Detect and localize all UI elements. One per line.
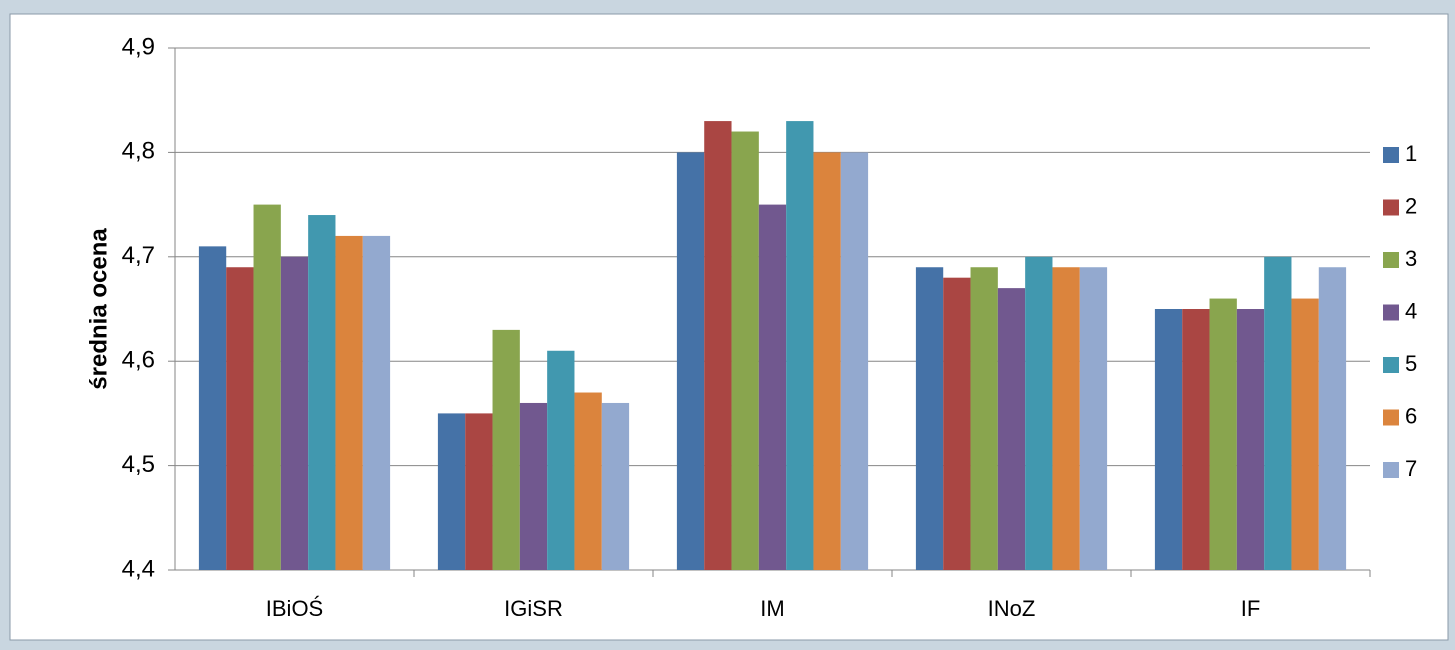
bar [943, 277, 971, 570]
y-tick-label: 4,5 [122, 451, 155, 478]
x-tick-label: IM [760, 596, 784, 621]
bar [574, 392, 602, 570]
bar [253, 204, 281, 570]
legend-label: 7 [1405, 456, 1417, 481]
legend-label: 4 [1405, 298, 1417, 323]
y-tick-label: 4,7 [122, 242, 155, 269]
bar [1025, 256, 1053, 570]
bar [731, 131, 759, 570]
bar [1052, 267, 1080, 570]
bar [226, 267, 254, 570]
legend-swatch [1383, 409, 1399, 426]
legend-label: 3 [1405, 246, 1417, 271]
legend-swatch [1383, 147, 1399, 163]
bar [840, 152, 869, 570]
legend-swatch [1383, 357, 1399, 373]
legend-swatch [1383, 462, 1399, 478]
bar [280, 256, 309, 570]
bar [492, 329, 520, 570]
y-axis-title: średnia ocena [85, 228, 112, 390]
bar [1291, 298, 1319, 570]
x-tick-label: IGiSR [504, 596, 563, 621]
bar [519, 402, 548, 570]
y-tick-label: 4,6 [122, 347, 155, 374]
legend-swatch [1383, 252, 1399, 268]
bar [547, 350, 575, 570]
y-tick-label: 4,9 [122, 33, 155, 60]
bar [198, 246, 227, 571]
legend-label: 5 [1405, 351, 1417, 376]
bar [915, 267, 944, 570]
x-tick-label: IBiOŚ [266, 596, 323, 621]
bar [1182, 309, 1210, 570]
bar [813, 152, 841, 570]
bar [1154, 309, 1183, 570]
bar [335, 235, 363, 571]
bar [704, 121, 732, 570]
y-tick-label: 4,4 [122, 555, 155, 582]
x-tick-label: INoZ [988, 596, 1036, 621]
bar [601, 402, 630, 570]
bar [437, 413, 466, 570]
bar [465, 413, 493, 570]
bar [1209, 298, 1237, 570]
legend-swatch [1383, 304, 1399, 321]
legend-swatch [1383, 199, 1399, 216]
legend-label: 1 [1405, 141, 1417, 166]
legend-label: 2 [1405, 193, 1417, 218]
y-tick-label: 4,8 [122, 138, 155, 165]
bar [786, 121, 814, 570]
bar [970, 267, 998, 570]
bar [362, 235, 391, 571]
bar [1236, 309, 1265, 570]
bar [1079, 267, 1108, 570]
bar [997, 288, 1026, 570]
bar [1318, 267, 1347, 570]
bar [676, 152, 705, 570]
x-tick-label: IF [1241, 596, 1261, 621]
bar [1264, 256, 1292, 570]
bar [758, 204, 787, 570]
legend-label: 6 [1405, 403, 1417, 428]
bar [308, 215, 336, 571]
